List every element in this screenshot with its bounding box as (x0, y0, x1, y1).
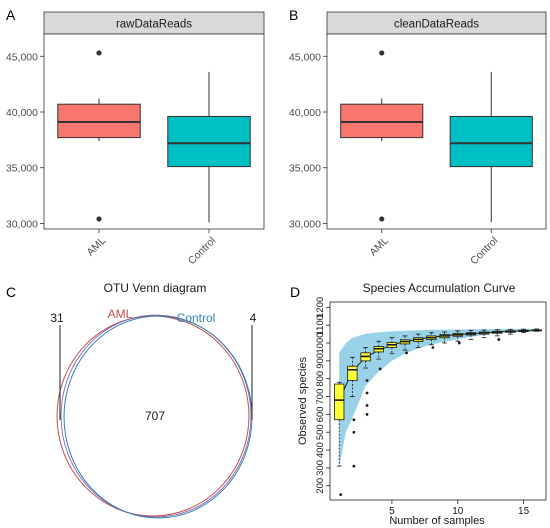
panel-d-xlabel: Number of samples (389, 515, 485, 527)
outlier-point (497, 338, 501, 341)
y-tick-label: 600 (315, 406, 326, 422)
y-tick-label: 1100 (315, 315, 326, 335)
y-tick-label: 35,000 (6, 163, 38, 175)
outlier-point (339, 493, 343, 497)
venn-title: OTU Venn diagram (104, 281, 207, 295)
panel-b-chart: cleanDataReads 30,000 35,000 40,000 45,000 A… (289, 11, 547, 267)
y-tick-label: 45,000 (289, 51, 321, 63)
y-tick-label: 200 (315, 478, 326, 494)
y-tick-label: 30,000 (6, 218, 38, 230)
box-aml (340, 103, 424, 139)
outlier-point (365, 379, 369, 382)
y-tick-label: 900 (315, 353, 326, 369)
outlier-point (379, 216, 385, 222)
x-tick-label: 5 (389, 506, 395, 517)
y-tick-label: 400 (315, 442, 326, 458)
panel-d-title: Species Accumulation Curve (363, 281, 516, 295)
panel-label-d: D (290, 284, 300, 300)
x-tick-label: AML (367, 235, 391, 259)
outlier-point (379, 50, 385, 56)
y-tick-label: 800 (315, 371, 326, 387)
outlier-point (378, 367, 382, 371)
panel-label-c: C (6, 284, 16, 300)
x-tick-label: Control (468, 235, 500, 267)
panel-d-chart: Species Accumulation Curve 200 300 400 500 6… (297, 281, 547, 527)
panel-label-a: A (6, 7, 16, 23)
outlier-point (96, 216, 102, 222)
x-tick-label: AML (84, 235, 108, 259)
y-tick-label: 30,000 (289, 218, 321, 230)
y-tick-label: 35,000 (289, 163, 321, 175)
y-tick-label: 500 (315, 424, 326, 440)
y-tick-label: 45,000 (6, 51, 38, 63)
outlier-point (431, 346, 435, 349)
venn-control-only-count: 4 (250, 311, 257, 325)
panel-a-chart: rawDataReads 30,000 35,000 40,000 45,000 AML… (6, 11, 265, 267)
accumulation-curve (338, 330, 537, 401)
outlier-point (365, 412, 369, 416)
confidence-band (339, 328, 537, 468)
panel-label-b: B (289, 7, 298, 23)
outlier-point (405, 351, 408, 355)
box-control (167, 115, 251, 168)
panel-b-title: cleanDataReads (394, 19, 479, 31)
venn-label-control: Control (177, 311, 216, 325)
outlier-point (352, 464, 356, 468)
x-tick-label: 15 (518, 506, 530, 517)
outlier-point (352, 418, 356, 422)
box-aml (57, 103, 141, 139)
y-tick-label: 40,000 (289, 107, 321, 119)
y-tick-label: 700 (315, 389, 326, 405)
outlier-point (457, 341, 461, 345)
y-tick-label: 1200 (315, 297, 326, 318)
outlier-point (365, 391, 369, 395)
outlier-point (352, 430, 356, 434)
panel-d-ylabel: Observed species (297, 356, 309, 445)
box-control (449, 115, 533, 168)
venn-circle-overlap-edge (60, 314, 252, 518)
sample-box (334, 383, 345, 421)
panel-c-venn: OTU Venn diagram 31 4 AML Control 707 (50, 281, 257, 519)
outlier-point (96, 50, 102, 56)
venn-aml-only-count: 31 (50, 311, 64, 325)
y-tick-label: 300 (315, 460, 326, 476)
sample-box (347, 365, 358, 381)
outlier-point (365, 404, 369, 407)
venn-label-aml: AML (108, 307, 133, 321)
venn-shared-count: 707 (145, 409, 165, 423)
panel-a-title: rawDataReads (116, 19, 192, 31)
x-tick-label: 10 (452, 506, 464, 517)
y-tick-label: 1000 (315, 332, 326, 353)
x-tick-label: Control (186, 235, 218, 267)
y-tick-label: 40,000 (6, 107, 38, 119)
